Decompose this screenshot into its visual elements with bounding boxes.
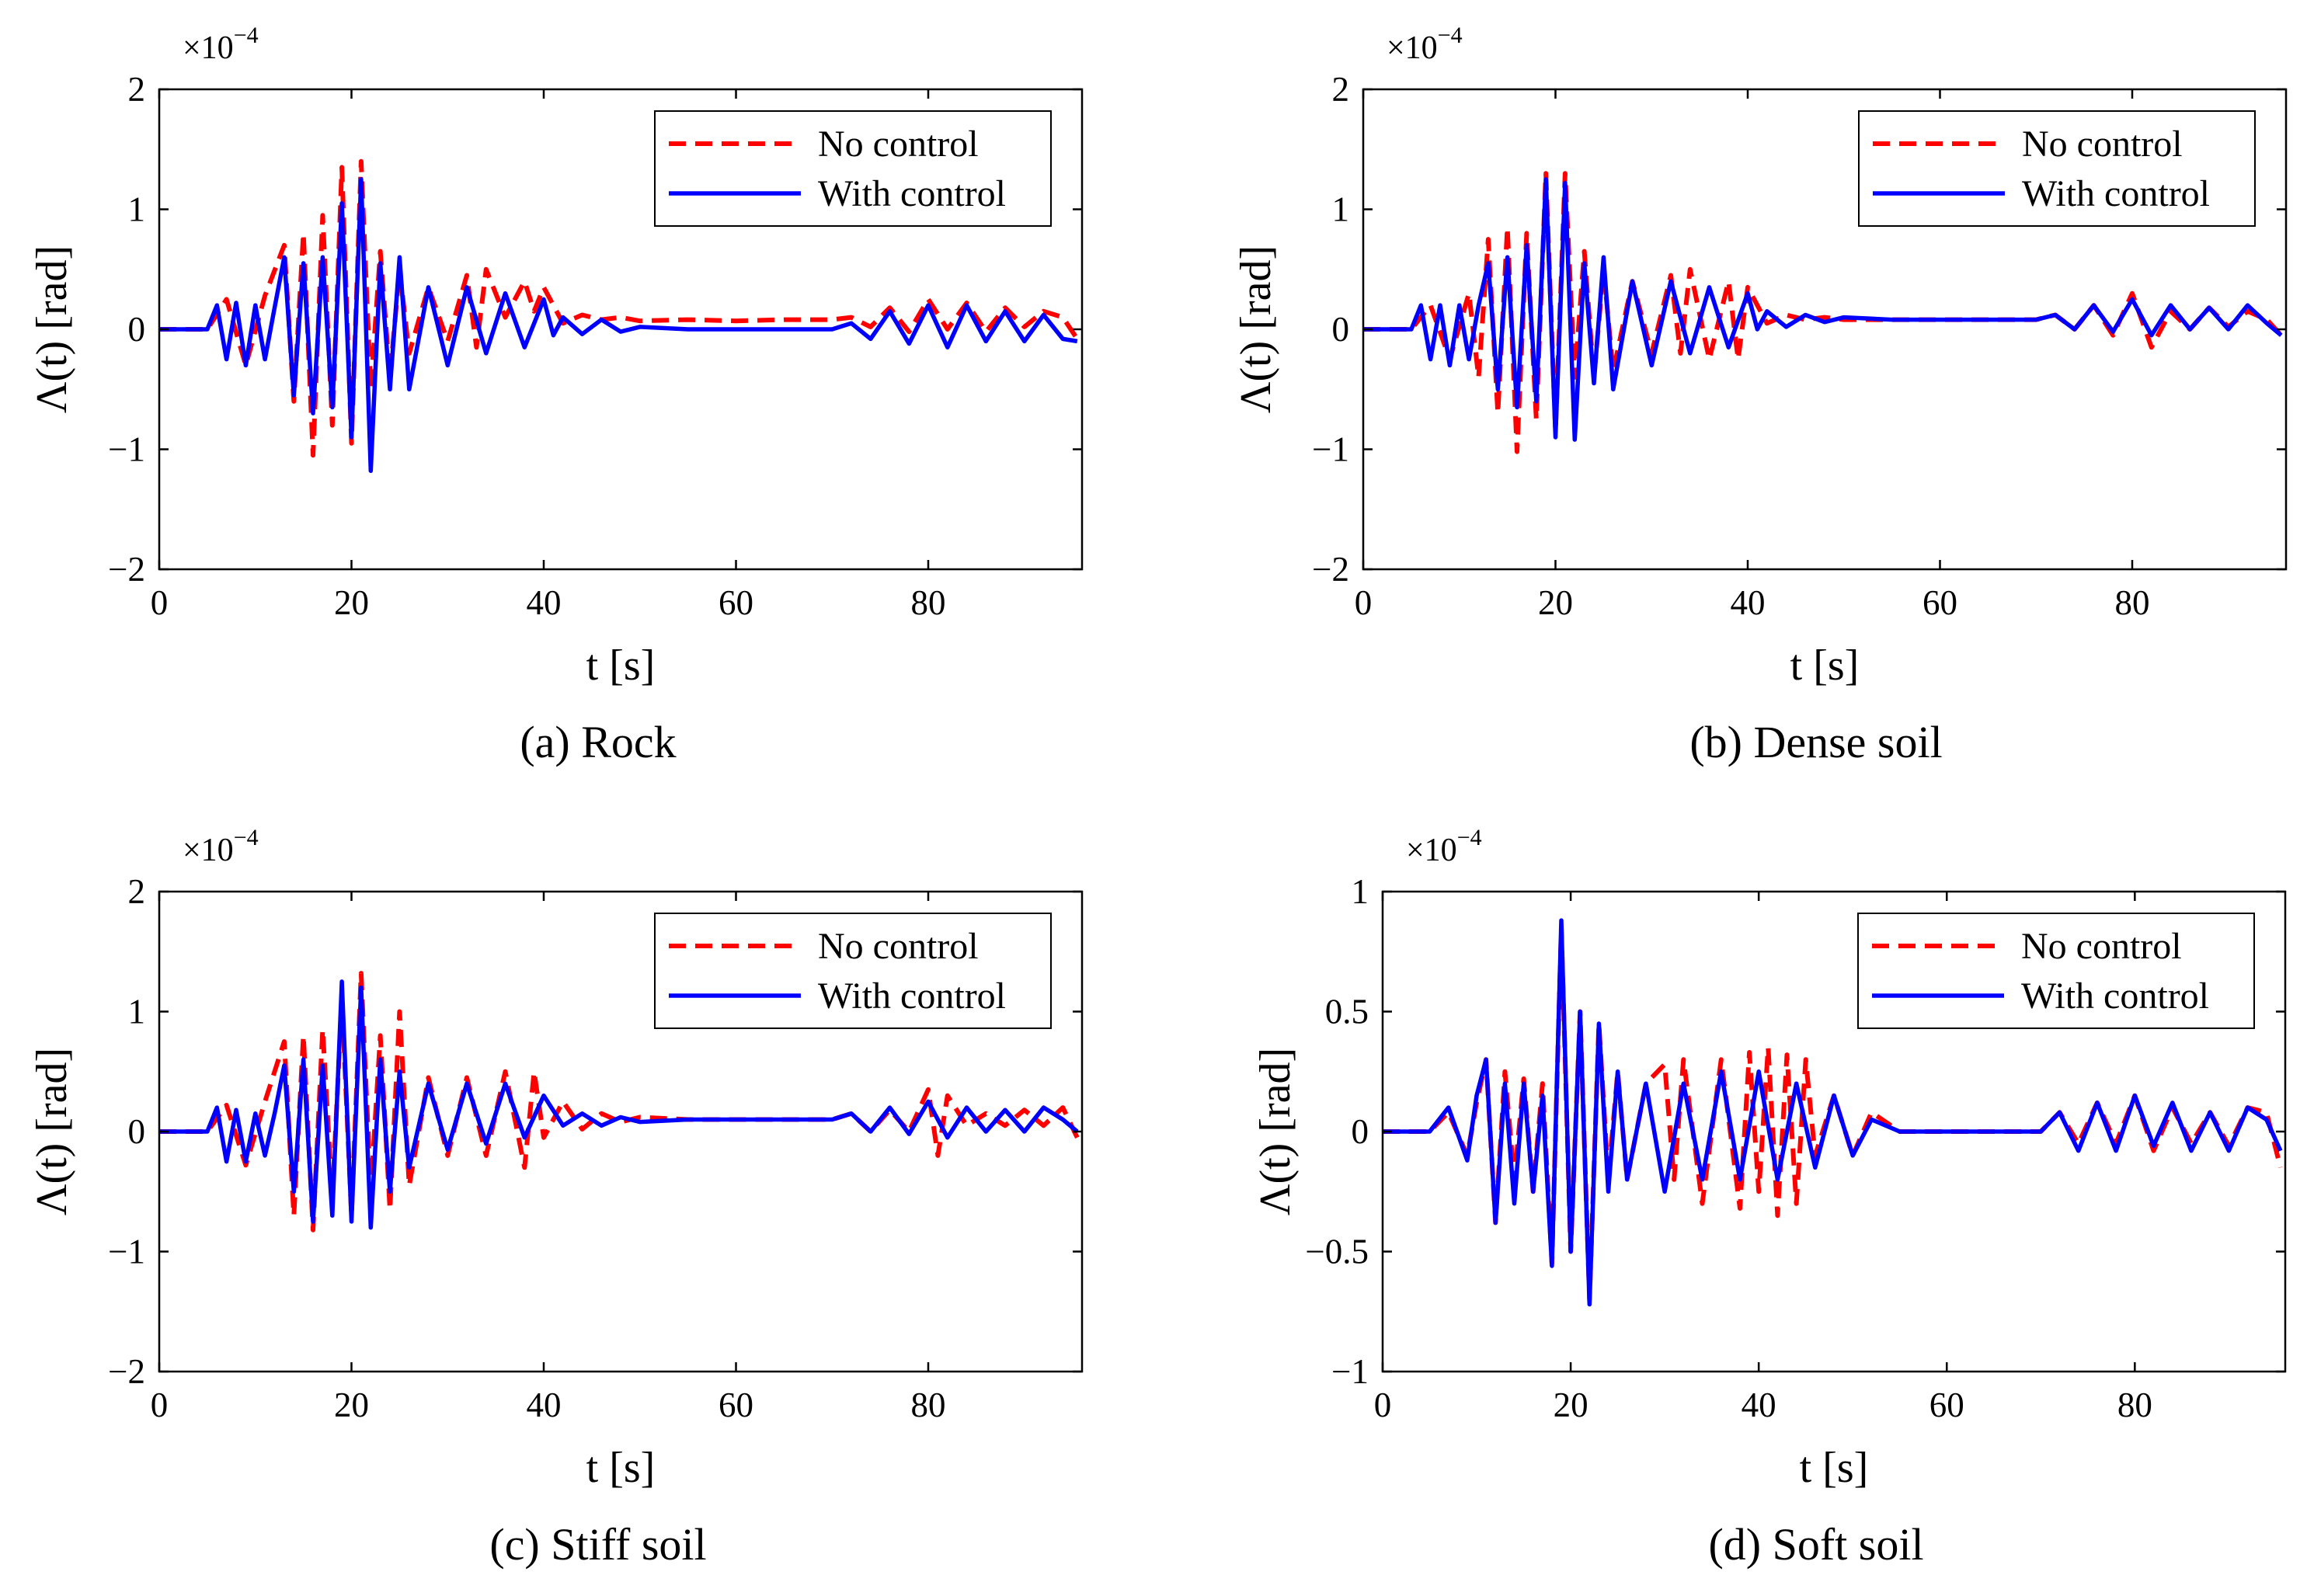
y-tick-label: 1	[128, 190, 146, 229]
y-tick-label: −0.5	[1305, 1233, 1369, 1271]
legend: No control With control	[654, 110, 1052, 227]
y-tick-label: −2	[108, 1352, 145, 1391]
y-tick-label: −1	[108, 430, 145, 469]
x-tick-label: 40	[1742, 1386, 1776, 1424]
series-no-control-line	[159, 158, 1080, 458]
panel-1: 0 20 40 60 80 −2 −1 0 1 2 ×10−4 t [s] Λ(t) [rad] (a) …	[28, 23, 1084, 767]
axis-multiplier-exponent: −4	[234, 825, 259, 850]
x-axis-label: t [s]	[1790, 642, 1860, 690]
legend-label-no-control: No control	[818, 926, 979, 967]
x-tick-label: 40	[1731, 583, 1766, 622]
legend-box	[1857, 913, 2255, 1029]
y-tick-label: 1	[1332, 190, 1350, 229]
axis-multiplier: ×10−4	[1387, 23, 1463, 66]
legend-label-no-control: No control	[2021, 926, 2182, 967]
axis-multiplier: ×10−4	[1406, 825, 1482, 868]
legend-label-with-control: With control	[2022, 173, 2210, 214]
x-axis-label: t [s]	[1800, 1444, 1869, 1492]
y-axis-label: Λ(t) [rad]	[28, 1048, 76, 1215]
x-tick-label: 20	[1538, 583, 1573, 622]
x-axis-label: t [s]	[586, 1444, 656, 1492]
series-no-control-line	[1383, 925, 2283, 1302]
panel-2: 0 20 40 60 80 −2 −1 0 1 2 ×10−4 t [s] Λ(t) [rad] (b) …	[1232, 23, 2288, 767]
x-tick-label: 20	[1554, 1386, 1588, 1424]
legend-label-no-control: No control	[818, 123, 979, 165]
y-tick-label: 0	[128, 1112, 146, 1151]
legend-label-with-control: With control	[2021, 975, 2209, 1017]
y-tick-label: 0	[1332, 310, 1350, 349]
legend: No control With control	[654, 913, 1052, 1029]
legend: No control With control	[1858, 110, 2256, 227]
axis-multiplier: ×10−4	[183, 825, 259, 868]
y-tick-label: 2	[128, 872, 146, 911]
x-tick-label: 80	[911, 1386, 946, 1424]
x-tick-label: 0	[1374, 1386, 1392, 1424]
y-tick-label: −1	[1331, 1352, 1369, 1391]
x-tick-label: 0	[1355, 583, 1373, 622]
legend-box	[654, 913, 1052, 1029]
y-tick-label: 0.5	[1325, 993, 1369, 1031]
series-with-control-line	[1383, 918, 2283, 1307]
x-tick-label: 80	[911, 583, 946, 622]
x-tick-label: 80	[2117, 1386, 2152, 1424]
panel-caption: (c) Stiff soil	[489, 1519, 706, 1570]
y-tick-label: −1	[1312, 430, 1349, 469]
y-tick-label: 1	[128, 993, 146, 1031]
x-tick-label: 60	[1929, 1386, 1964, 1424]
x-axis-label: t [s]	[586, 642, 656, 690]
x-tick-label: 0	[151, 583, 169, 622]
x-tick-label: 40	[527, 1386, 562, 1424]
y-axis-label: Λ(t) [rad]	[1232, 245, 1280, 413]
series-with-control-line	[1363, 177, 2283, 442]
x-tick-label: 60	[719, 583, 753, 622]
panel-3: 0 20 40 60 80 −2 −1 0 1 2 ×10−4 t [s] Λ(t) [rad] (c) …	[28, 825, 1084, 1570]
legend-label-with-control: With control	[818, 173, 1006, 214]
series-with-control-line	[159, 177, 1078, 474]
panel-caption: (b) Dense soil	[1689, 717, 1942, 767]
x-tick-label: 0	[151, 1386, 169, 1424]
axis-multiplier: ×10−4	[183, 23, 259, 66]
y-tick-label: 0	[1352, 1112, 1369, 1151]
y-tick-label: −2	[1312, 550, 1349, 589]
legend-box	[654, 110, 1052, 227]
panel-caption: (a) Rock	[520, 717, 676, 767]
legend: No control With control	[1857, 913, 2255, 1029]
x-tick-label: 20	[334, 1386, 369, 1424]
series-with-control-line	[159, 979, 1079, 1230]
axis-multiplier-exponent: −4	[1438, 23, 1463, 48]
y-tick-label: 1	[1352, 872, 1369, 911]
legend-box	[1858, 110, 2256, 227]
x-tick-label: 40	[527, 583, 562, 622]
axis-multiplier-exponent: −4	[1457, 825, 1482, 850]
y-tick-label: 2	[128, 70, 146, 109]
y-tick-label: 2	[1332, 70, 1350, 109]
x-tick-label: 20	[334, 583, 369, 622]
legend-label-no-control: No control	[2022, 123, 2183, 165]
y-tick-label: 0	[128, 310, 146, 349]
y-tick-label: −2	[108, 550, 145, 589]
x-tick-label: 80	[2115, 583, 2150, 622]
y-tick-label: −1	[108, 1233, 145, 1271]
y-axis-label: Λ(t) [rad]	[28, 245, 76, 413]
axis-multiplier-exponent: −4	[234, 23, 259, 48]
y-axis-label: Λ(t) [rad]	[1251, 1048, 1300, 1215]
x-tick-label: 60	[1922, 583, 1957, 622]
x-tick-label: 60	[719, 1386, 753, 1424]
panel-4: 0 20 40 60 80 −1 −0.5 0 0.5 1 ×10−4 t [s] Λ(t) [rad]…	[1251, 825, 2287, 1570]
panel-caption: (d) Soft soil	[1708, 1519, 1923, 1570]
legend-label-with-control: With control	[818, 975, 1006, 1017]
